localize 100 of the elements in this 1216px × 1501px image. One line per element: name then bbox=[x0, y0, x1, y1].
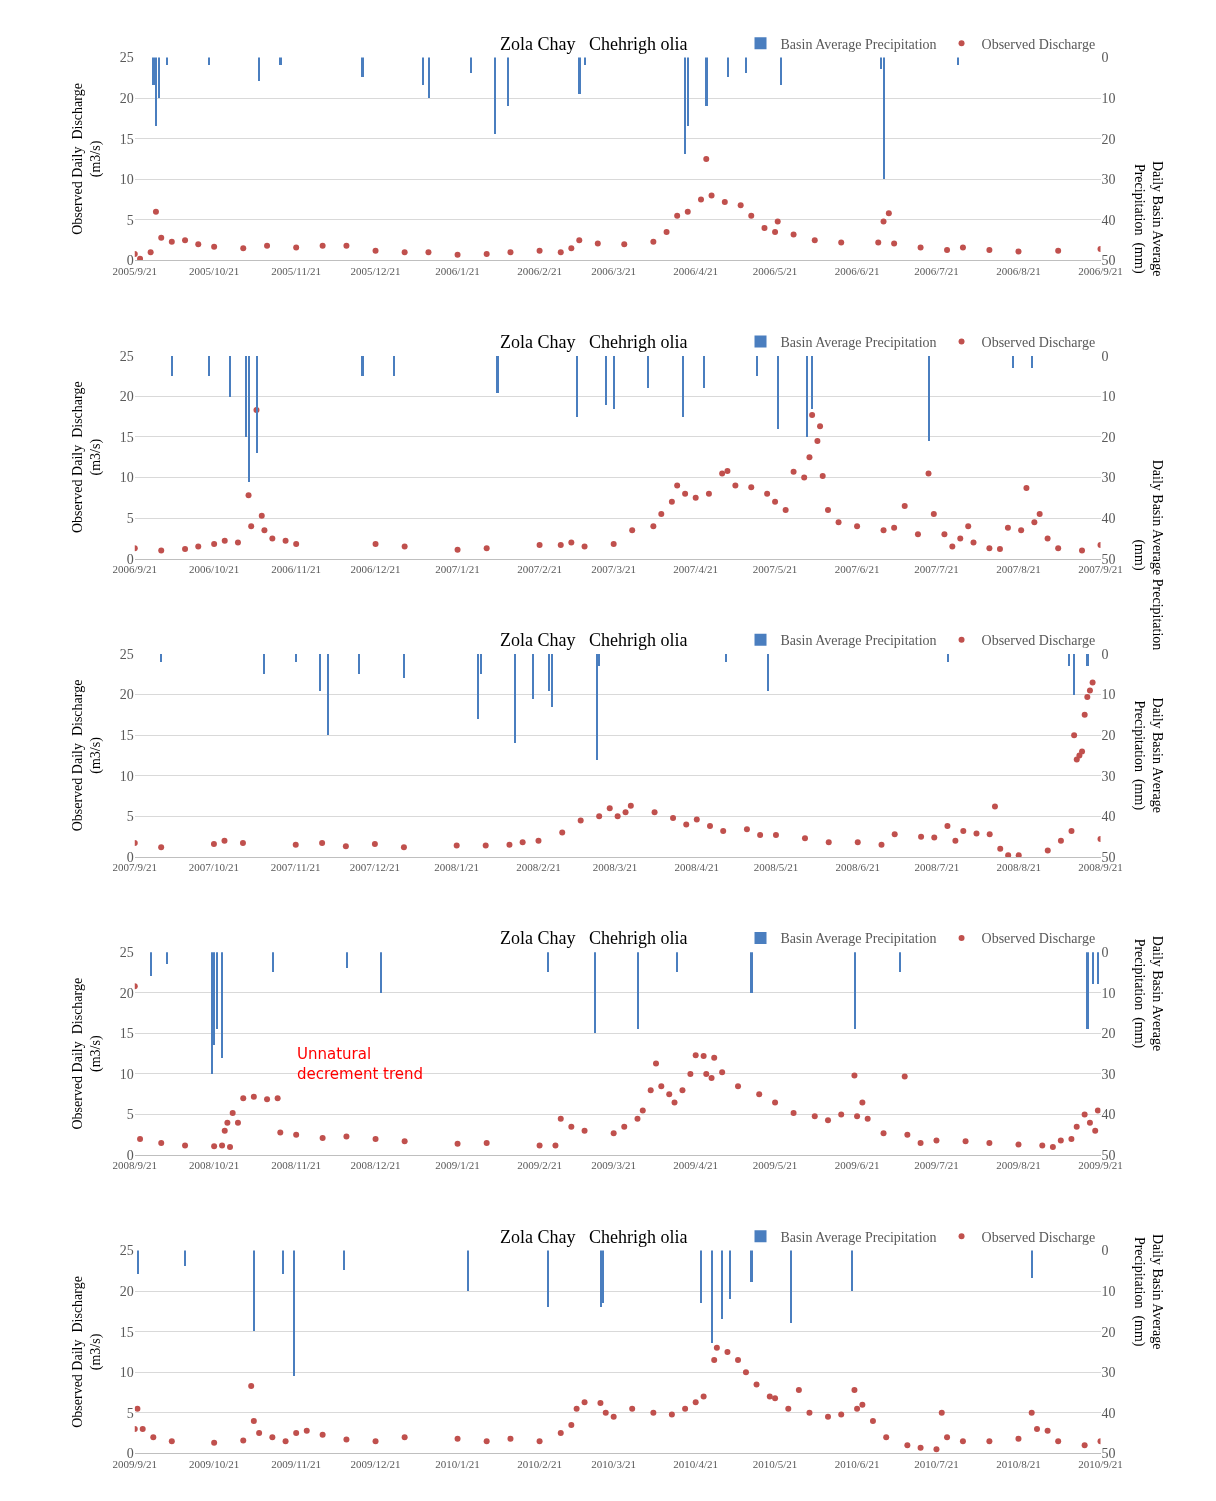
bar bbox=[1030, 355, 1033, 368]
point bbox=[1055, 247, 1062, 254]
point bbox=[875, 239, 882, 246]
legend-label: Observed Discharge bbox=[981, 633, 1096, 649]
point bbox=[576, 237, 583, 244]
bar bbox=[702, 355, 705, 388]
x-tick-label: 2006/5/21 bbox=[752, 264, 798, 277]
x-tick-label: 2007/10/21 bbox=[188, 861, 239, 874]
legend-label: Basin Average Precipitation bbox=[780, 36, 937, 52]
x-tick-label: 2006/6/21 bbox=[834, 264, 880, 277]
x-tick-label: 2006/8/21 bbox=[996, 264, 1041, 277]
y-tick-label: 5 bbox=[126, 212, 134, 228]
point bbox=[959, 244, 966, 251]
point bbox=[811, 237, 818, 244]
bar bbox=[704, 57, 708, 107]
bar bbox=[726, 57, 729, 78]
bar bbox=[318, 653, 321, 691]
x-tick-label: 2006/3/21 bbox=[591, 264, 636, 277]
x-tick-label: 2010/8/21 bbox=[996, 1457, 1041, 1470]
point bbox=[1081, 711, 1088, 718]
y2-axis-title: Daily Basin Average Precipitation (mm) bbox=[1130, 160, 1165, 277]
bar bbox=[577, 57, 581, 95]
bar bbox=[183, 1250, 186, 1267]
point bbox=[801, 835, 808, 842]
y2-tick-label: 0 bbox=[1101, 50, 1109, 66]
point bbox=[568, 245, 575, 252]
bar bbox=[546, 1250, 549, 1308]
bar bbox=[612, 355, 615, 409]
x-tick-label: 2010/7/21 bbox=[914, 1457, 959, 1470]
y2-tick-label: 10 bbox=[1101, 687, 1116, 703]
bar bbox=[779, 57, 782, 86]
bar bbox=[699, 1250, 702, 1304]
point bbox=[1044, 847, 1051, 854]
point bbox=[1086, 687, 1093, 694]
x-tick-label: 2009/8/21 bbox=[996, 1159, 1041, 1172]
bar bbox=[546, 952, 549, 973]
legend-label: Observed Discharge bbox=[981, 1229, 1096, 1245]
y2-axis-title: Daily Basin Average Precipitation (mm) bbox=[1130, 935, 1165, 1052]
point bbox=[720, 827, 727, 834]
y2-tick-label: 10 bbox=[1101, 90, 1116, 106]
point bbox=[401, 249, 408, 256]
x-tick-label: 2006/1/21 bbox=[435, 264, 480, 277]
bar bbox=[1011, 355, 1014, 368]
legend-label: Observed Discharge bbox=[981, 36, 1096, 52]
chart-title: Zola Chay Chehrigh olia bbox=[500, 928, 688, 948]
bar bbox=[882, 57, 885, 180]
y-tick-label: 10 bbox=[119, 768, 134, 784]
x-tick-label: 2008/6/21 bbox=[835, 861, 881, 874]
y2-tick-label: 30 bbox=[1101, 172, 1116, 188]
x-tick-label: 2008/4/21 bbox=[674, 861, 720, 874]
y2-tick-label: 10 bbox=[1101, 389, 1116, 405]
point bbox=[319, 242, 326, 249]
x-tick-label: 2007/5/21 bbox=[752, 562, 798, 575]
legend-label: Basin Average Precipitation bbox=[780, 334, 937, 350]
x-tick-label: 2007/11/21 bbox=[270, 861, 321, 874]
point bbox=[147, 249, 154, 256]
bar bbox=[744, 57, 747, 74]
point bbox=[622, 809, 629, 816]
chart-title: Zola Chay Chehrigh olia bbox=[500, 34, 688, 54]
y2-tick-label: 20 bbox=[1101, 131, 1116, 147]
bar bbox=[493, 57, 496, 135]
y2-tick-label: 20 bbox=[1101, 1324, 1116, 1340]
y-tick-label: 10 bbox=[119, 172, 134, 188]
bar bbox=[207, 355, 210, 376]
bar bbox=[1067, 653, 1070, 666]
point bbox=[483, 250, 490, 257]
point bbox=[854, 839, 861, 846]
x-tick-label: 2008/12/21 bbox=[350, 1159, 401, 1172]
bar bbox=[681, 355, 684, 417]
y-tick-label: 5 bbox=[126, 510, 134, 526]
x-tick-label: 2010/4/21 bbox=[673, 1457, 718, 1470]
x-tick-label: 2007/1/21 bbox=[435, 562, 480, 575]
bar bbox=[720, 1250, 723, 1320]
y-tick-label: 20 bbox=[119, 985, 134, 1001]
bar bbox=[749, 952, 753, 994]
legend-label: Basin Average Precipitation bbox=[780, 1229, 937, 1245]
point bbox=[195, 241, 202, 248]
y-tick-label: 15 bbox=[119, 728, 134, 744]
x-tick-label: 2010/1/21 bbox=[435, 1457, 480, 1470]
bar bbox=[766, 653, 769, 691]
y-tick-label: 5 bbox=[126, 1107, 134, 1123]
x-tick-label: 2009/6/21 bbox=[834, 1159, 880, 1172]
bar bbox=[749, 1250, 753, 1283]
x-tick-label: 2009/1/21 bbox=[435, 1159, 480, 1172]
x-tick-label: 2008/5/21 bbox=[753, 861, 799, 874]
x-tick-label: 2010/5/21 bbox=[752, 1457, 798, 1470]
bar bbox=[159, 653, 162, 662]
point bbox=[721, 198, 728, 205]
point bbox=[952, 837, 959, 844]
point bbox=[651, 809, 658, 816]
point bbox=[960, 827, 967, 834]
point bbox=[1089, 679, 1096, 686]
point bbox=[264, 242, 271, 249]
point bbox=[559, 829, 566, 836]
x-tick-label: 2009/5/21 bbox=[752, 1159, 798, 1172]
x-tick-label: 2009/9/21 bbox=[1078, 1159, 1123, 1172]
point bbox=[891, 831, 898, 838]
y2-tick-label: 30 bbox=[1101, 1365, 1116, 1381]
x-tick-label: 2009/11/21 bbox=[271, 1457, 322, 1470]
point bbox=[210, 840, 217, 847]
